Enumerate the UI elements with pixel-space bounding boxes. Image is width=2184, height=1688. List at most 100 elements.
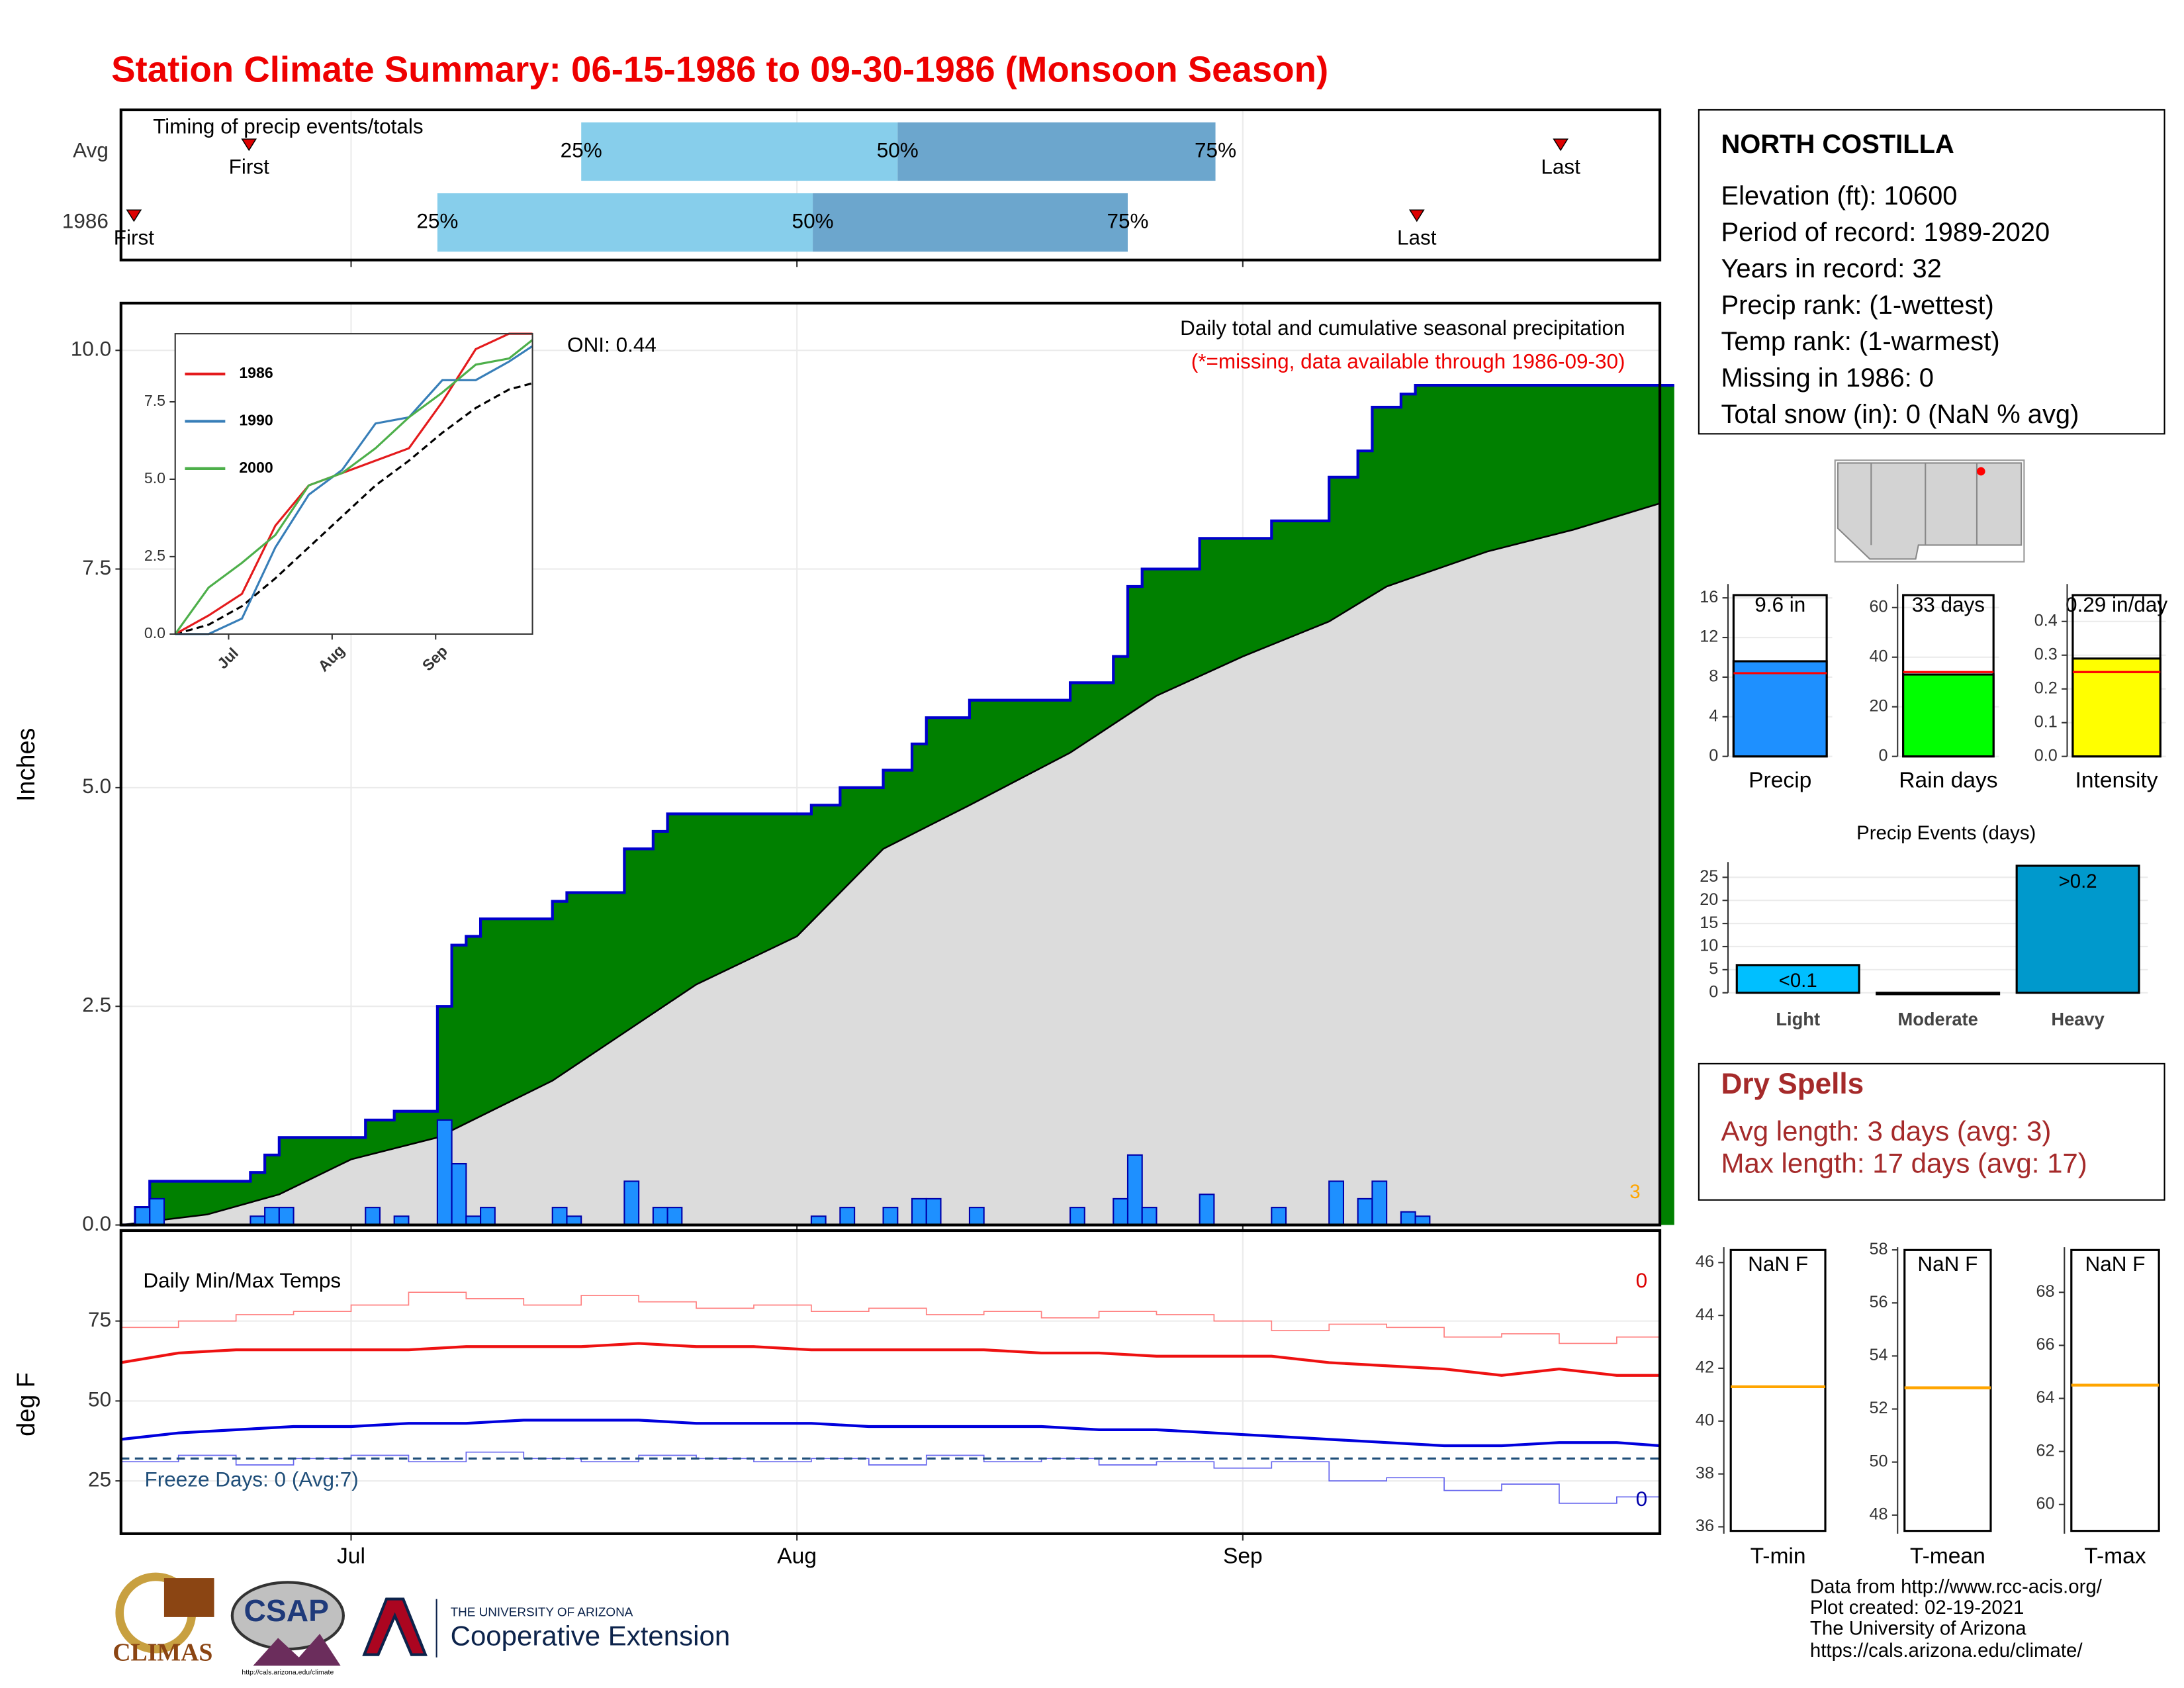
dry-spells-box: [1698, 1062, 2165, 1201]
y-tick-label: 56: [1870, 1293, 1888, 1311]
y-tick-label: 8: [1709, 667, 1718, 686]
y-tick-label: 15: [1700, 914, 1718, 932]
quartile-label: 25%: [416, 209, 458, 232]
y-tick-label: 0.3: [2034, 645, 2058, 663]
y-tick-label: 2.5: [144, 547, 165, 564]
daily-bar: [451, 1162, 467, 1226]
quartile-label: 75%: [1195, 138, 1236, 162]
y-tick-label: 5.0: [82, 774, 111, 798]
y-tick-label: 42: [1696, 1358, 1714, 1377]
y-tick-label: 5: [1709, 960, 1718, 978]
panel-subtitle: (*=missing, data available through 1986-…: [1191, 350, 1625, 373]
bar: [2015, 865, 2140, 994]
x-tick-label: Aug: [777, 1544, 817, 1568]
temp-line: [120, 1291, 1661, 1344]
y-tick-label: 50: [88, 1387, 111, 1411]
footer-line: https://cals.arizona.edu/climate/: [1810, 1640, 2083, 1662]
annotation: ONI: 0.44: [567, 332, 657, 356]
y-tick-label: 66: [2036, 1335, 2055, 1354]
dry-spells-line: Avg length: 3 days (avg: 3): [1721, 1115, 2051, 1147]
station-line: Total snow (in): 0 (NaN % avg): [1721, 400, 2079, 429]
footer-line: Plot created: 02-19-2021: [1810, 1597, 2025, 1618]
value-box: [1729, 1248, 1827, 1532]
daily-bar: [882, 1207, 899, 1226]
value-label: NaN F: [1748, 1252, 1808, 1276]
dry-spells-line: Max length: 17 days (avg: 17): [1721, 1147, 2087, 1178]
y-tick-label: 62: [2036, 1441, 2055, 1460]
category-label: T-mean: [1910, 1544, 1985, 1568]
y-tick-label: 16: [1700, 588, 1718, 606]
panel-title: Daily total and cumulative seasonal prec…: [1180, 316, 1625, 340]
y-tick-label: 20: [1870, 696, 1888, 715]
y-tick-label: 0.1: [2034, 712, 2058, 731]
y-tick-label: 54: [1870, 1346, 1888, 1364]
category-label: Rain days: [1899, 768, 1997, 792]
value-label: 0.29 in/day: [2066, 592, 2167, 616]
value-box: [2070, 1248, 2160, 1532]
y-tick-label: 12: [1700, 628, 1718, 646]
y-tick-label: 25: [88, 1467, 111, 1491]
daily-bar: [551, 1207, 568, 1226]
daily-bar: [1113, 1197, 1129, 1226]
daily-bar: [911, 1197, 927, 1226]
daily-bar: [1199, 1194, 1215, 1226]
y-tick-label: 2.5: [82, 993, 111, 1017]
y-tick-label: 40: [1696, 1411, 1714, 1429]
y-tick-label: 0: [1709, 746, 1718, 765]
daily-bar: [1357, 1197, 1373, 1226]
station-line: Temp rank: (1-warmest): [1721, 327, 1999, 356]
daily-bar: [1400, 1211, 1416, 1226]
y-axis-title: deg F: [13, 1372, 40, 1436]
daily-bar: [925, 1197, 942, 1226]
y-tick-label: 0.0: [2034, 746, 2058, 765]
y-tick-label: 75: [88, 1307, 111, 1331]
quartile-label: 25%: [561, 138, 602, 162]
y-tick-label: 64: [2036, 1388, 2055, 1407]
y-tick-label: 40: [1870, 647, 1888, 665]
daily-bar: [480, 1207, 496, 1226]
event-marker: [1553, 138, 1569, 152]
logos: CLIMAS CSAP http://cals.arizona.edu/clim…: [113, 1572, 730, 1677]
daily-bar: [1328, 1180, 1345, 1226]
daily-bar: [623, 1180, 640, 1226]
dry-spells-title: Dry Spells: [1721, 1068, 1864, 1100]
bar: [1732, 660, 1828, 758]
y-axis-title: Inches: [13, 728, 40, 802]
y-tick-label: 0.2: [2034, 679, 2058, 697]
event-label: Last: [1541, 154, 1580, 178]
y-tick-label: 7.5: [82, 555, 111, 579]
bar: [2071, 657, 2161, 758]
inset-border: [174, 333, 533, 635]
station-line: Elevation (ft): 10600: [1721, 181, 1957, 211]
bar: [1876, 992, 2001, 996]
station-line: Years in record: 32: [1721, 254, 1941, 283]
event-marker: [241, 138, 257, 152]
y-tick-label: 60: [2036, 1494, 2055, 1513]
series-line: [175, 345, 533, 635]
panel-border: [119, 108, 1662, 261]
y-tick-label: 58: [1870, 1240, 1888, 1258]
series-line: [174, 332, 533, 635]
temp-line: [120, 1451, 1661, 1510]
quartile-label: 50%: [877, 138, 919, 162]
y-tick-label: 0: [1879, 746, 1888, 765]
y-tick-label: 50: [1870, 1452, 1888, 1470]
y-tick-label: 36: [1696, 1517, 1714, 1535]
y-tick-label: 10: [1700, 937, 1718, 955]
climas-text: CLIMAS: [113, 1638, 212, 1666]
daily-bar: [666, 1207, 683, 1226]
station-dot: [1976, 467, 1985, 476]
category-label: Precip: [1749, 768, 1811, 792]
ua-logo: [362, 1597, 428, 1656]
map-borders: [1870, 463, 1978, 545]
temp-line: [120, 1419, 1661, 1448]
panel-border: [119, 1229, 1662, 1535]
y-tick-label: 48: [1870, 1505, 1888, 1523]
average-line: [120, 502, 1661, 1226]
category-label: Intensity: [2075, 768, 2158, 792]
climas-logo: [163, 1578, 214, 1617]
event-marker: [126, 209, 142, 222]
quartile-bar: [813, 193, 1128, 252]
value-label: >0.2: [2059, 870, 2097, 892]
